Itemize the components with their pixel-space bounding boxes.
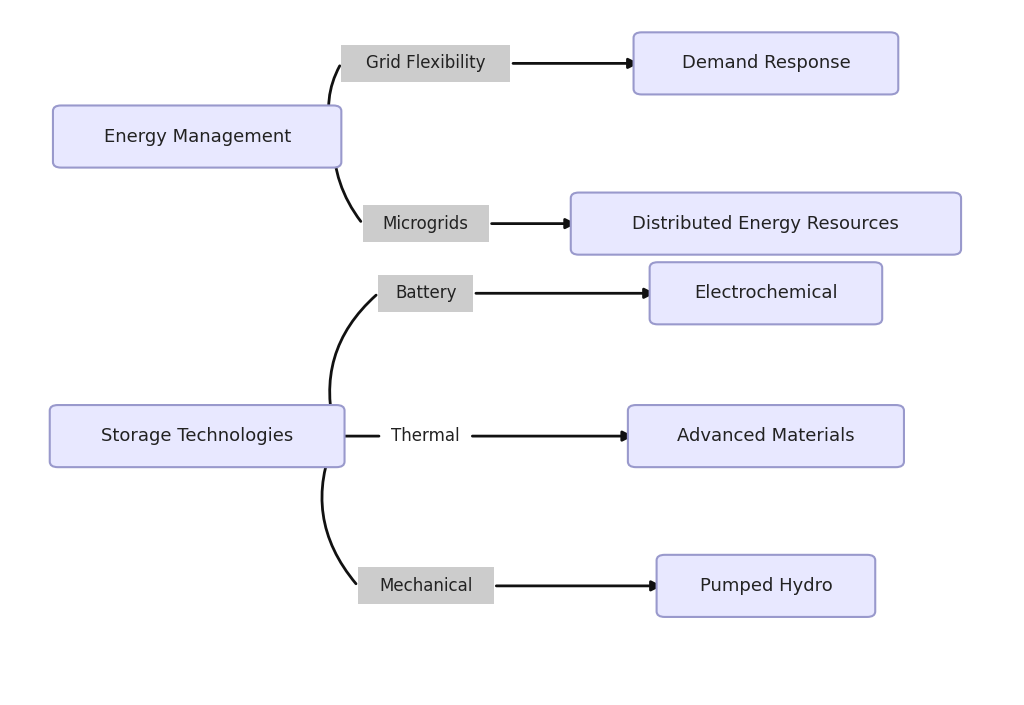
Text: Energy Management: Energy Management	[103, 128, 291, 145]
Text: Demand Response: Demand Response	[682, 54, 850, 73]
FancyBboxPatch shape	[50, 405, 344, 467]
FancyBboxPatch shape	[634, 32, 898, 94]
Text: Electrochemical: Electrochemical	[694, 284, 838, 302]
FancyBboxPatch shape	[378, 275, 473, 312]
Text: Advanced Materials: Advanced Materials	[677, 427, 855, 445]
Text: Microgrids: Microgrids	[383, 214, 469, 233]
Text: Storage Technologies: Storage Technologies	[101, 427, 293, 445]
Text: Battery: Battery	[395, 284, 457, 302]
FancyBboxPatch shape	[649, 262, 883, 324]
FancyBboxPatch shape	[357, 568, 494, 604]
Text: Distributed Energy Resources: Distributed Energy Resources	[633, 214, 899, 233]
FancyBboxPatch shape	[656, 555, 876, 617]
FancyBboxPatch shape	[341, 45, 510, 82]
Text: Thermal: Thermal	[391, 427, 460, 445]
FancyBboxPatch shape	[362, 205, 488, 242]
Text: Grid Flexibility: Grid Flexibility	[366, 54, 485, 73]
FancyBboxPatch shape	[570, 192, 962, 255]
Text: Mechanical: Mechanical	[379, 577, 472, 595]
FancyBboxPatch shape	[53, 106, 341, 168]
Text: Pumped Hydro: Pumped Hydro	[699, 577, 833, 595]
FancyBboxPatch shape	[628, 405, 904, 467]
